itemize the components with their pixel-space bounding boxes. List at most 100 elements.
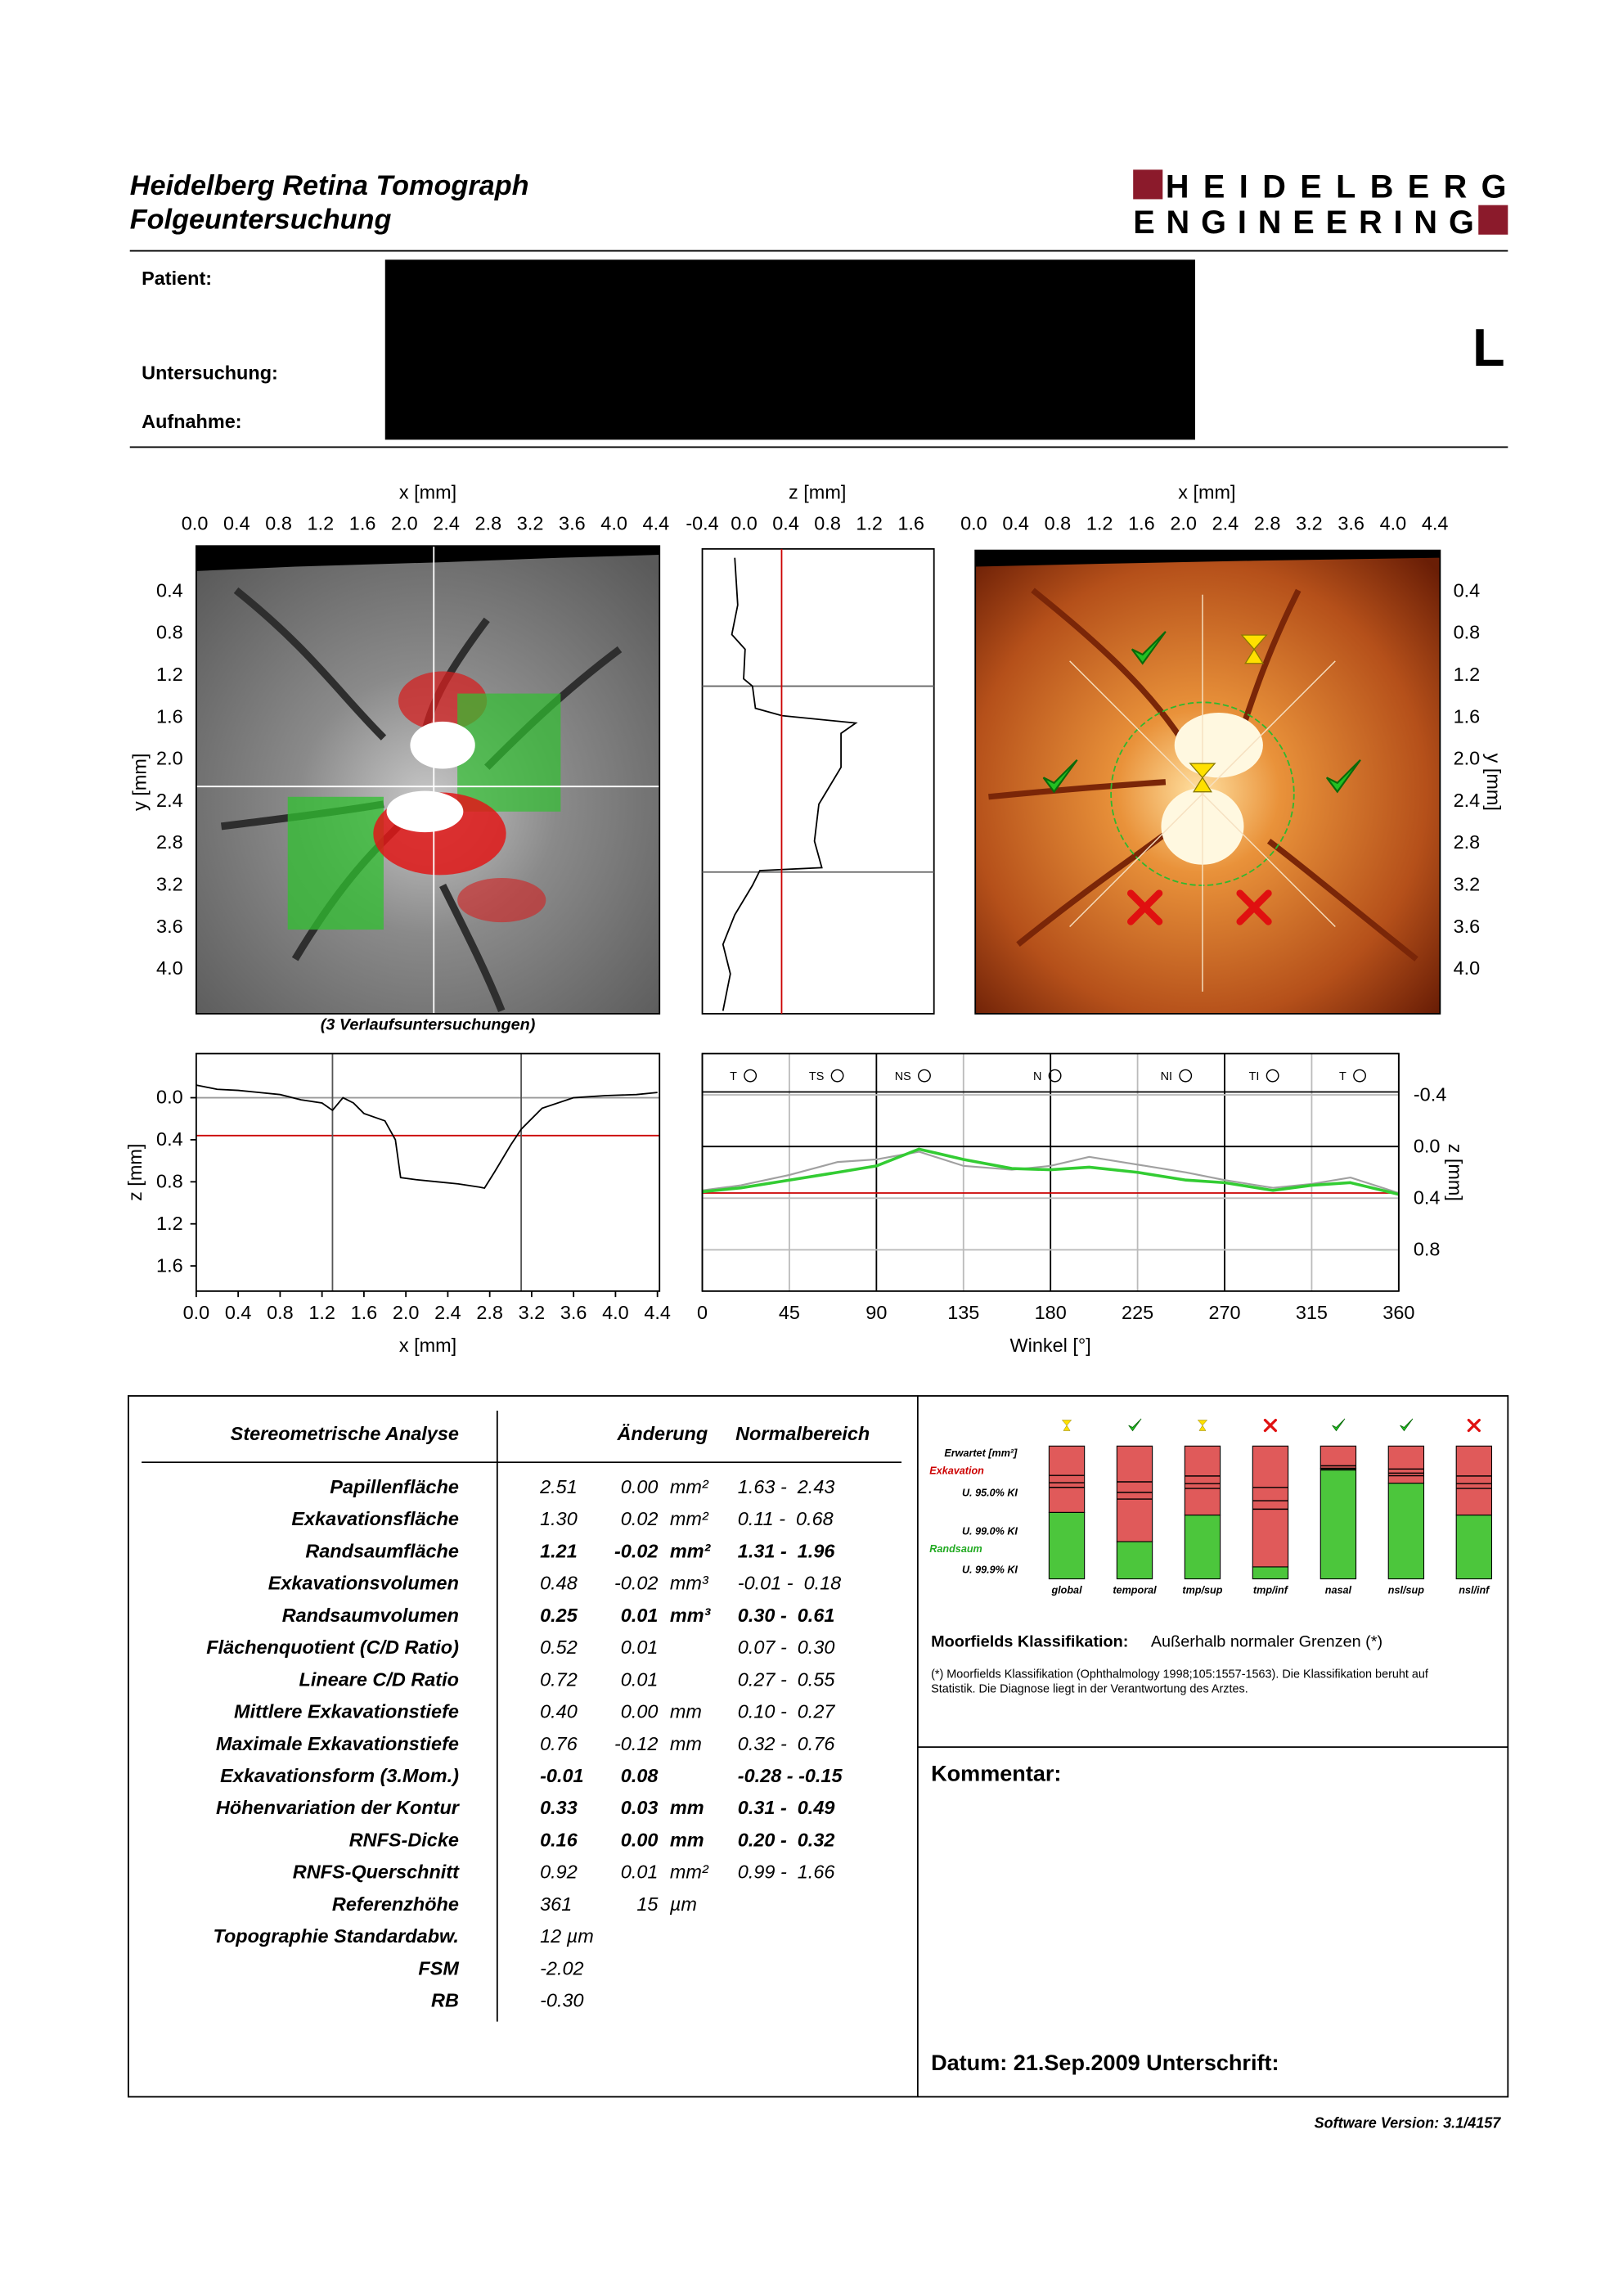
x-tick-label: 0.4	[1002, 512, 1029, 533]
row-label: FSM	[418, 1957, 459, 1979]
y-tick-label: -0.4	[1414, 1083, 1446, 1105]
date-signature: Datum: 21.Sep.2009 Unterschrift:	[931, 2051, 1279, 2075]
status-icon	[1061, 1420, 1072, 1431]
axis-label: x [mm]	[1178, 482, 1235, 503]
legend-entry: Erwartet [mm²]	[944, 1447, 1018, 1459]
row-value: 0.40	[540, 1701, 578, 1722]
x-tick-label: 2.0	[1170, 512, 1197, 533]
x-tick-label: 0.8	[265, 512, 292, 533]
row-label: Randsaumvolumen	[282, 1605, 459, 1626]
rim-bar	[1184, 1515, 1221, 1580]
x-tick-label: 0.0	[960, 512, 987, 533]
row-value: 12 µm	[540, 1925, 594, 1947]
y-tick-label: 3.2	[156, 874, 183, 895]
table-header: Änderung	[616, 1423, 708, 1444]
row-change: 0.01	[621, 1668, 659, 1690]
status-icon	[1189, 763, 1216, 793]
row-value: 2.51	[539, 1476, 578, 1497]
y-tick-label: 2.0	[1454, 748, 1481, 769]
status-icon	[1240, 634, 1268, 664]
rim-bar	[1387, 1483, 1425, 1580]
row-normal: 0.31 - 0.49	[738, 1797, 835, 1818]
comment-label: Kommentar:	[931, 1762, 1061, 1786]
sector-label: NS	[895, 1070, 911, 1083]
sector-label: TI	[1249, 1070, 1260, 1083]
row-value: 1.21	[540, 1540, 578, 1561]
cup-bar	[1387, 1445, 1425, 1484]
row-value: -0.30	[540, 1990, 583, 2011]
profile-line	[702, 1150, 1400, 1195]
row-normal: 0.30 - 0.61	[738, 1605, 835, 1626]
classification-label: Moorfields Klassifikation:	[931, 1633, 1128, 1651]
category-label: temporal	[1113, 1585, 1157, 1596]
y-tick-label: 0.4	[156, 1128, 183, 1150]
row-unit: mm	[670, 1797, 704, 1818]
status-icon	[1467, 1418, 1481, 1433]
x-tick-label: 2.4	[1212, 512, 1239, 533]
row-unit: mm³	[670, 1605, 712, 1626]
row-value: 0.92	[540, 1862, 578, 1883]
x-tick-label: 1.2	[856, 512, 883, 533]
x-tick-label: 90	[865, 1302, 887, 1323]
profile-line	[702, 1147, 1400, 1196]
plot-area	[196, 1053, 660, 1291]
status-icon	[1128, 1418, 1142, 1432]
x-tick-label: 4.4	[644, 1302, 671, 1323]
y-tick-label: 1.6	[156, 1254, 183, 1276]
axis-label: y [mm]	[1483, 754, 1504, 811]
profile-line	[196, 1084, 658, 1190]
x-tick-label: 2.4	[434, 1302, 461, 1323]
row-value: 0.76	[540, 1733, 578, 1754]
row-change: 0.01	[621, 1636, 659, 1658]
sector-label: T	[1339, 1070, 1347, 1083]
redaction	[384, 259, 1195, 440]
row-change: 0.00	[621, 1476, 659, 1497]
x-tick-label: 3.2	[517, 512, 544, 533]
cup-bar	[1184, 1445, 1221, 1516]
axis-label: z [mm]	[1445, 1144, 1466, 1201]
eye: L	[1472, 317, 1505, 377]
row-value: 361	[540, 1893, 572, 1915]
x-tick-label: 1.2	[1086, 512, 1113, 533]
logo-text: HEIDELBERG	[1166, 169, 1508, 205]
status-icon	[1131, 631, 1167, 665]
rim-bar	[1455, 1515, 1493, 1580]
x-tick-label: 1.6	[349, 512, 376, 533]
status-icon	[1325, 759, 1361, 794]
sector-icon	[744, 1069, 758, 1083]
row-value: 0.33	[540, 1797, 578, 1818]
row-label: Exkavationsvolumen	[268, 1573, 459, 1594]
x-tick-label: 2.0	[391, 512, 418, 533]
row-value: 0.16	[540, 1829, 578, 1850]
cup-bar	[1455, 1445, 1493, 1516]
category-label: nasal	[1325, 1585, 1352, 1596]
x-tick-label: 4.0	[602, 1302, 629, 1323]
row-change: 0.00	[621, 1829, 659, 1850]
table-header: Stereometrische Analyse	[231, 1423, 459, 1444]
row-label: RB	[431, 1990, 459, 2011]
y-tick-label: 0.8	[156, 622, 183, 643]
axis-label: z [mm]	[789, 482, 846, 503]
x-tick-label: 225	[1122, 1302, 1153, 1323]
sector-icon	[1353, 1069, 1366, 1083]
x-tick-label: 2.8	[476, 1302, 503, 1323]
x-tick-label: 3.2	[1296, 512, 1323, 533]
x-tick-label: 3.2	[519, 1302, 546, 1323]
category-label: nsl/inf	[1459, 1585, 1490, 1596]
x-tick-label: 3.6	[1338, 512, 1364, 533]
x-tick-label: 45	[779, 1302, 800, 1323]
legend-entry: U. 99.9% KI	[962, 1564, 1018, 1575]
x-tick-label: 135	[947, 1302, 979, 1323]
field-label: Untersuchung:	[142, 362, 278, 383]
row-change: -0.02	[614, 1573, 658, 1594]
row-normal: -0.01 - 0.18	[738, 1573, 841, 1594]
row-value: 0.25	[540, 1605, 578, 1626]
status-icon	[1042, 759, 1078, 794]
row-change: 0.01	[621, 1862, 659, 1883]
row-change: -0.02	[614, 1540, 658, 1561]
cup-bar	[1048, 1445, 1086, 1513]
y-tick-label: 2.8	[1454, 831, 1481, 853]
y-tick-label: 1.2	[1454, 664, 1481, 685]
x-tick-label: 0.0	[182, 512, 209, 533]
